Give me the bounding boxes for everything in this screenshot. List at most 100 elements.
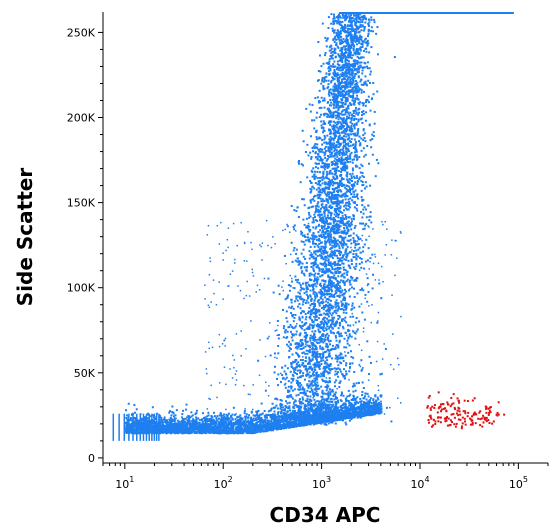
data-point bbox=[129, 427, 132, 430]
data-point bbox=[374, 411, 377, 414]
data-point bbox=[339, 413, 342, 416]
data-point bbox=[215, 416, 218, 419]
data-point bbox=[240, 422, 243, 425]
data-point bbox=[133, 404, 136, 407]
data-point bbox=[340, 332, 343, 335]
data-point bbox=[234, 421, 237, 424]
data-point bbox=[363, 187, 366, 190]
data-point bbox=[223, 431, 226, 434]
data-point bbox=[329, 419, 332, 422]
data-point bbox=[322, 306, 325, 309]
data-point bbox=[310, 389, 313, 392]
data-point bbox=[188, 426, 191, 429]
data-point bbox=[135, 408, 138, 411]
data-point bbox=[309, 294, 312, 297]
data-point bbox=[326, 332, 329, 335]
data-point bbox=[266, 419, 269, 422]
data-point bbox=[331, 241, 334, 244]
data-point bbox=[331, 405, 334, 408]
data-point bbox=[337, 68, 340, 71]
data-point bbox=[323, 329, 326, 332]
data-point bbox=[254, 424, 257, 427]
data-point bbox=[228, 421, 231, 424]
data-point bbox=[355, 401, 358, 404]
data-point bbox=[322, 258, 325, 261]
data-point bbox=[317, 239, 320, 242]
data-point bbox=[238, 430, 241, 433]
data-point bbox=[283, 414, 286, 417]
data-point bbox=[241, 430, 244, 433]
data-point bbox=[209, 423, 212, 426]
data-point bbox=[313, 283, 316, 286]
data-point bbox=[361, 24, 364, 27]
data-point bbox=[250, 417, 253, 420]
data-point bbox=[262, 426, 265, 429]
data-point bbox=[290, 377, 293, 380]
data-point bbox=[130, 426, 133, 429]
data-point bbox=[201, 420, 204, 423]
data-point bbox=[338, 241, 341, 244]
data-point bbox=[376, 406, 379, 409]
data-point bbox=[318, 54, 321, 57]
data-point bbox=[165, 420, 168, 423]
data-point bbox=[202, 422, 205, 425]
data-point bbox=[338, 316, 341, 319]
data-point bbox=[312, 257, 315, 260]
data-point bbox=[313, 250, 316, 253]
data-point bbox=[125, 427, 128, 430]
data-point bbox=[256, 412, 259, 415]
data-point bbox=[160, 416, 163, 419]
data-point bbox=[213, 415, 216, 418]
data-point bbox=[380, 394, 383, 397]
data-point bbox=[320, 337, 323, 340]
data-point bbox=[222, 418, 225, 421]
data-point bbox=[324, 296, 327, 299]
data-point bbox=[162, 418, 165, 421]
data-point bbox=[367, 402, 370, 405]
data-point bbox=[214, 425, 217, 428]
data-point bbox=[331, 319, 334, 322]
data-point bbox=[339, 88, 342, 91]
data-point bbox=[322, 359, 325, 362]
data-point bbox=[280, 424, 283, 427]
data-point bbox=[163, 416, 166, 419]
data-point bbox=[169, 428, 172, 431]
data-point bbox=[229, 419, 232, 422]
data-point bbox=[352, 382, 355, 385]
data-point bbox=[269, 423, 272, 426]
data-point bbox=[238, 423, 241, 426]
data-point bbox=[280, 415, 283, 418]
data-point bbox=[349, 27, 352, 30]
data-point bbox=[130, 430, 133, 433]
data-point bbox=[166, 423, 169, 426]
data-point bbox=[177, 428, 180, 431]
data-point bbox=[301, 310, 304, 313]
data-point bbox=[277, 418, 280, 421]
data-point bbox=[246, 430, 249, 433]
data-point bbox=[337, 94, 340, 97]
data-point bbox=[172, 411, 175, 414]
data-point bbox=[343, 417, 346, 420]
data-point bbox=[352, 76, 355, 79]
data-point bbox=[278, 425, 281, 428]
data-point bbox=[214, 420, 217, 423]
data-point bbox=[216, 419, 219, 422]
data-point bbox=[334, 87, 337, 90]
data-point bbox=[344, 192, 347, 195]
data-point bbox=[376, 53, 379, 56]
data-point bbox=[227, 430, 230, 433]
data-point bbox=[332, 17, 335, 20]
data-point bbox=[335, 224, 338, 227]
data-point bbox=[315, 162, 318, 165]
data-point bbox=[274, 424, 277, 427]
data-point bbox=[206, 430, 209, 433]
data-point bbox=[302, 347, 305, 350]
data-point bbox=[305, 365, 308, 368]
data-point bbox=[190, 425, 193, 428]
data-point bbox=[225, 424, 228, 427]
data-point bbox=[295, 417, 298, 420]
data-point bbox=[345, 201, 348, 204]
data-point bbox=[332, 416, 335, 419]
data-point bbox=[314, 422, 317, 425]
data-point bbox=[161, 430, 164, 433]
